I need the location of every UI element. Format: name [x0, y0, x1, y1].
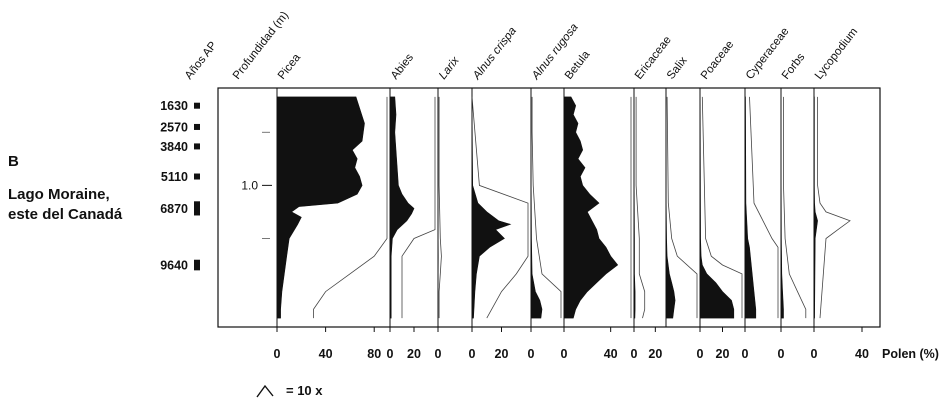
age-marker	[194, 173, 200, 180]
taxon-area	[471, 96, 512, 319]
age-marker	[194, 259, 200, 271]
taxon-label: Poaceae	[699, 39, 736, 82]
x-tick-label: 20	[716, 347, 730, 361]
taxon-area	[389, 96, 415, 319]
taxon-area	[633, 96, 636, 319]
taxon-exaggeration-curve	[531, 96, 562, 319]
taxon-exaggeration-curve	[438, 96, 442, 319]
age-label: 5110	[161, 170, 188, 184]
taxon-area	[813, 96, 818, 319]
x-tick-label: 0	[274, 347, 281, 361]
taxon-area	[276, 96, 365, 319]
age-label: 9640	[160, 259, 188, 273]
taxon-area	[530, 96, 543, 319]
site-name-line1: Lago Moraine,	[8, 186, 110, 203]
taxon-area	[744, 96, 757, 319]
x-axis-unit-label: Polen (%)	[882, 347, 939, 361]
diagram-frame	[217, 87, 881, 328]
taxon-exaggeration-curve	[313, 96, 388, 319]
age-label: 6870	[160, 202, 188, 216]
taxon-label: Alnus crispa	[470, 25, 519, 83]
x-tick-label: 0	[778, 347, 785, 361]
age-marker	[194, 143, 200, 150]
age-marker	[194, 102, 200, 109]
x-tick-label: 0	[811, 347, 818, 361]
taxon-area	[563, 96, 619, 319]
taxon-area	[780, 96, 784, 319]
exaggeration-note: = 10 x	[286, 383, 323, 398]
x-tick-label: 0	[528, 347, 535, 361]
taxon-area	[665, 96, 676, 319]
x-tick-label: 20	[407, 347, 421, 361]
taxon-area	[699, 96, 735, 319]
taxon-label: Forbs	[780, 51, 808, 82]
age-column-header: Años AP	[183, 39, 220, 81]
depth-tick-label: 1.0	[241, 178, 258, 192]
taxon-exaggeration-curve	[783, 96, 807, 319]
taxon-label: Picea	[276, 51, 304, 82]
x-tick-label: 20	[648, 347, 662, 361]
taxon-exaggeration-curve	[666, 96, 698, 319]
taxon-label: Larix	[437, 54, 463, 82]
age-marker	[194, 201, 200, 216]
age-label: 1630	[160, 99, 188, 113]
x-tick-label: 0	[435, 347, 442, 361]
exaggeration-curve-icon	[256, 384, 274, 398]
taxon-label: Betula	[563, 48, 593, 82]
taxon-exaggeration-curve	[635, 96, 646, 319]
x-tick-label: 0	[631, 347, 638, 361]
x-tick-label: 0	[469, 347, 476, 361]
x-tick-label: 0	[561, 347, 568, 361]
age-label: 2570	[160, 120, 188, 134]
taxon-label: Abies	[389, 52, 416, 82]
x-tick-label: 40	[604, 347, 618, 361]
age-label: 3840	[160, 140, 188, 154]
taxon-exaggeration-curve	[817, 96, 851, 319]
panel-letter: B	[8, 153, 19, 170]
x-tick-label: 40	[319, 347, 333, 361]
taxon-label: Lycopodium	[813, 26, 860, 82]
taxon-exaggeration-curve	[471, 96, 529, 319]
age-marker	[194, 123, 200, 130]
taxon-exaggeration-curve	[701, 96, 743, 319]
taxon-exaggeration-curve	[401, 96, 436, 319]
taxon-label: Salix	[665, 55, 690, 82]
x-tick-label: 80	[367, 347, 381, 361]
x-tick-label: 40	[855, 347, 869, 361]
taxon-exaggeration-curve	[749, 96, 779, 319]
x-tick-label: 20	[495, 347, 509, 361]
x-tick-label: 0	[387, 347, 394, 361]
x-tick-label: 0	[697, 347, 704, 361]
site-name-line2: este del Canadá	[8, 206, 123, 223]
x-tick-label: 0	[742, 347, 749, 361]
